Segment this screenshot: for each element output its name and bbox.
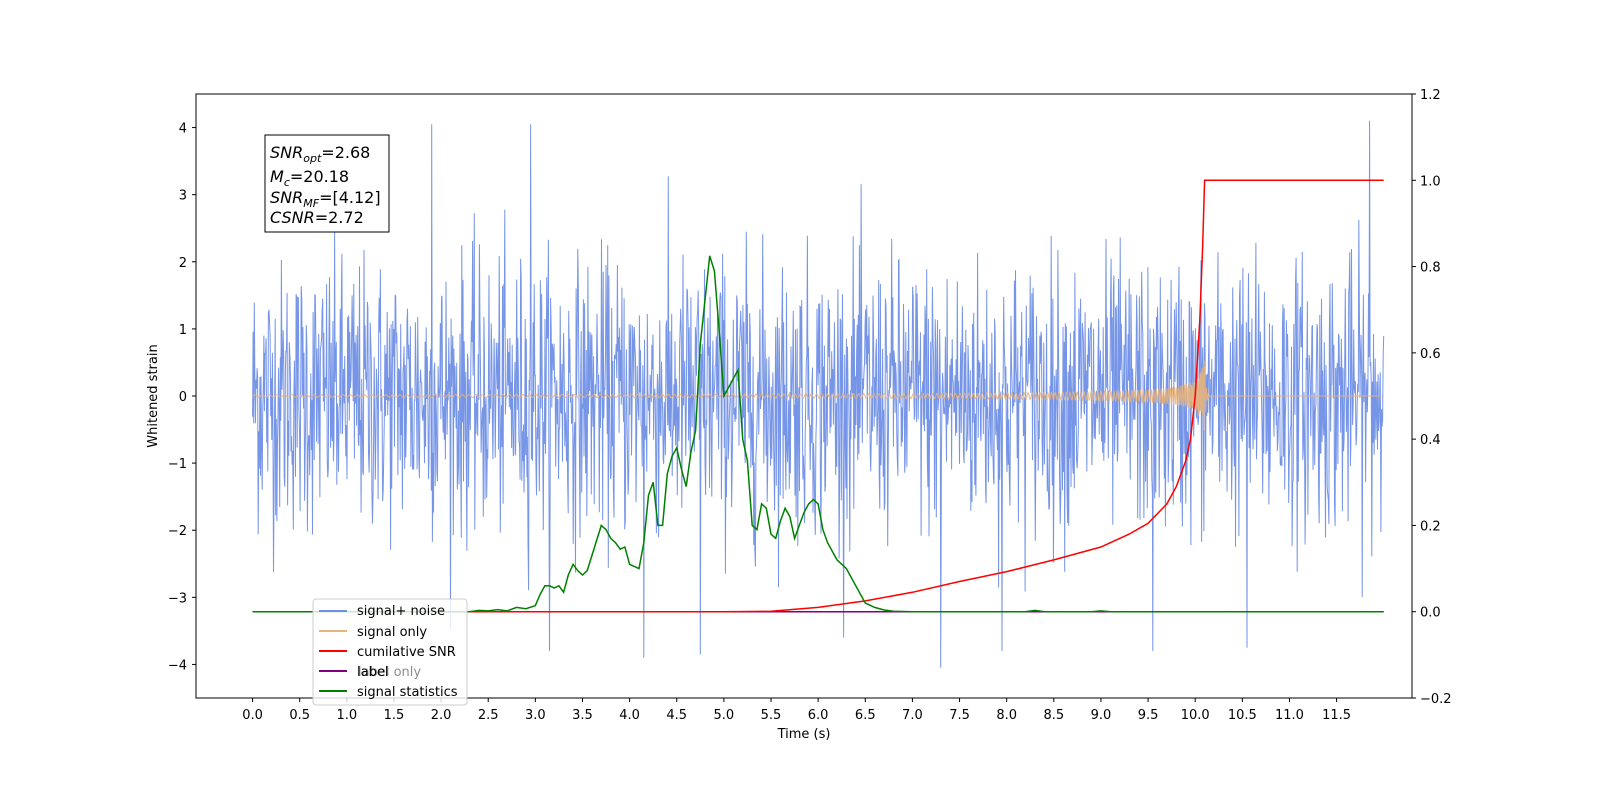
y-tick-label: 4 [179, 122, 187, 137]
annotation-snr-mf-label: SNR [270, 188, 303, 207]
x-tick-label: 4.5 [666, 708, 687, 723]
y-tick-label: −2 [168, 524, 187, 539]
annotation-frame [264, 134, 390, 233]
annotation-snr-opt: SNRopt=2.68 [270, 143, 370, 165]
y-tick-label: −3 [168, 591, 187, 606]
legend-label-stats: signal statistics [357, 685, 458, 700]
annotation-mc-value: =20.18 [290, 167, 349, 186]
series-signal-statistics [252, 255, 1384, 613]
y2-tick-label: −0.2 [1420, 692, 1452, 707]
y2-tick-label: 0.0 [1420, 606, 1441, 621]
y2-tick-label: 0.8 [1420, 261, 1441, 276]
series-cumulative-snr [252, 179, 1384, 613]
x-tick-label: 11.0 [1275, 708, 1304, 723]
x-tick-label: 0.0 [242, 708, 263, 723]
x-axis-title: Time (s) [777, 727, 831, 742]
y-tick-label: −4 [168, 658, 187, 673]
x-tick-label: 11.5 [1322, 708, 1351, 723]
y-axis-title: Whitened strain [146, 344, 161, 447]
x-tick-label: 9.5 [1138, 708, 1159, 723]
x-tick-label: 1.5 [384, 708, 405, 723]
x-tick-label: 0.5 [289, 708, 310, 723]
x-tick-label: 10.0 [1181, 708, 1210, 723]
legend-frame [312, 598, 468, 706]
x-tick-label: 8.0 [996, 708, 1017, 723]
x-tick-label: 4.0 [619, 708, 640, 723]
y-tick-label: 1 [179, 323, 187, 338]
legend-background-text: label only [358, 665, 421, 680]
annotation-csnr-value: =2.72 [315, 208, 364, 227]
x-tick-label: 2.0 [431, 708, 452, 723]
series-signal-noise [252, 120, 1385, 668]
x-tick-label: 3.0 [525, 708, 546, 723]
x-tick-label: 8.5 [1043, 708, 1064, 723]
series-signal-only [252, 360, 1384, 431]
annotation-snr-mf-value: =[4.12] [319, 188, 381, 207]
y2-tick-label: 1.0 [1420, 174, 1441, 189]
y-tick-label: 2 [179, 256, 187, 271]
annotation-mc-label: M [270, 167, 284, 186]
legend-label-noise: signal+ noise [357, 604, 445, 619]
legend-label-signal: signal only [357, 625, 427, 640]
y2-tick-label: 0.4 [1420, 433, 1441, 448]
x-tick-label: 6.0 [808, 708, 829, 723]
x-axis: 0.0 0.5 1.0 1.5 2.0 2.5 3.0 3.5 4.0 4.5 5.0 5.5 6.0 6… [242, 698, 1351, 723]
x-tick-label: 9.0 [1091, 708, 1112, 723]
y2-axis: −0.2 0.0 0.2 0.4 0.6 0.8 1.0 1.2 [1412, 88, 1452, 707]
x-tick-label: 10.5 [1228, 708, 1257, 723]
y-tick-label: 3 [179, 189, 187, 204]
y2-tick-label: 0.6 [1420, 347, 1441, 362]
x-tick-label: 2.5 [478, 708, 499, 723]
x-tick-label: 5.5 [761, 708, 782, 723]
x-tick-label: 5.0 [714, 708, 735, 723]
annotation-mc-sub: c [284, 176, 290, 189]
legend-label-label: label [357, 665, 388, 680]
x-tick-label: 6.5 [855, 708, 876, 723]
y2-tick-label: 0.2 [1420, 519, 1441, 534]
y-tick-label: −1 [168, 457, 187, 472]
annotation-snr-opt-label: SNR [270, 143, 303, 162]
annotation-csnr-label: CSNR [270, 208, 315, 227]
annotation-snr-mf-sub: MF [303, 197, 319, 210]
y2-tick-label: 1.2 [1420, 88, 1441, 103]
x-tick-label: 1.0 [336, 708, 357, 723]
x-tick-label: 3.5 [572, 708, 593, 723]
annotation-mc: Mc=20.18 [270, 167, 349, 189]
annotation-snr-mf: SNRMF=[4.12] [270, 188, 381, 210]
annotation-box: SNRopt=2.68 Mc=20.18 SNRMF=[4.12] CSNR=2… [264, 134, 390, 233]
x-tick-label: 7.0 [902, 708, 923, 723]
annotation-csnr: CSNR=2.72 [270, 208, 364, 227]
y-axis: −4 −3 −2 −1 0 1 2 3 4 [168, 122, 196, 673]
legend: label only signal+ noise signal only cum… [312, 598, 468, 706]
legend-label-cumulative: cumilative SNR [357, 645, 456, 660]
annotation-snr-opt-sub: opt [303, 152, 322, 165]
annotation-snr-opt-value: =2.68 [321, 143, 370, 162]
x-tick-label: 7.5 [949, 708, 970, 723]
y-tick-label: 0 [179, 390, 187, 405]
